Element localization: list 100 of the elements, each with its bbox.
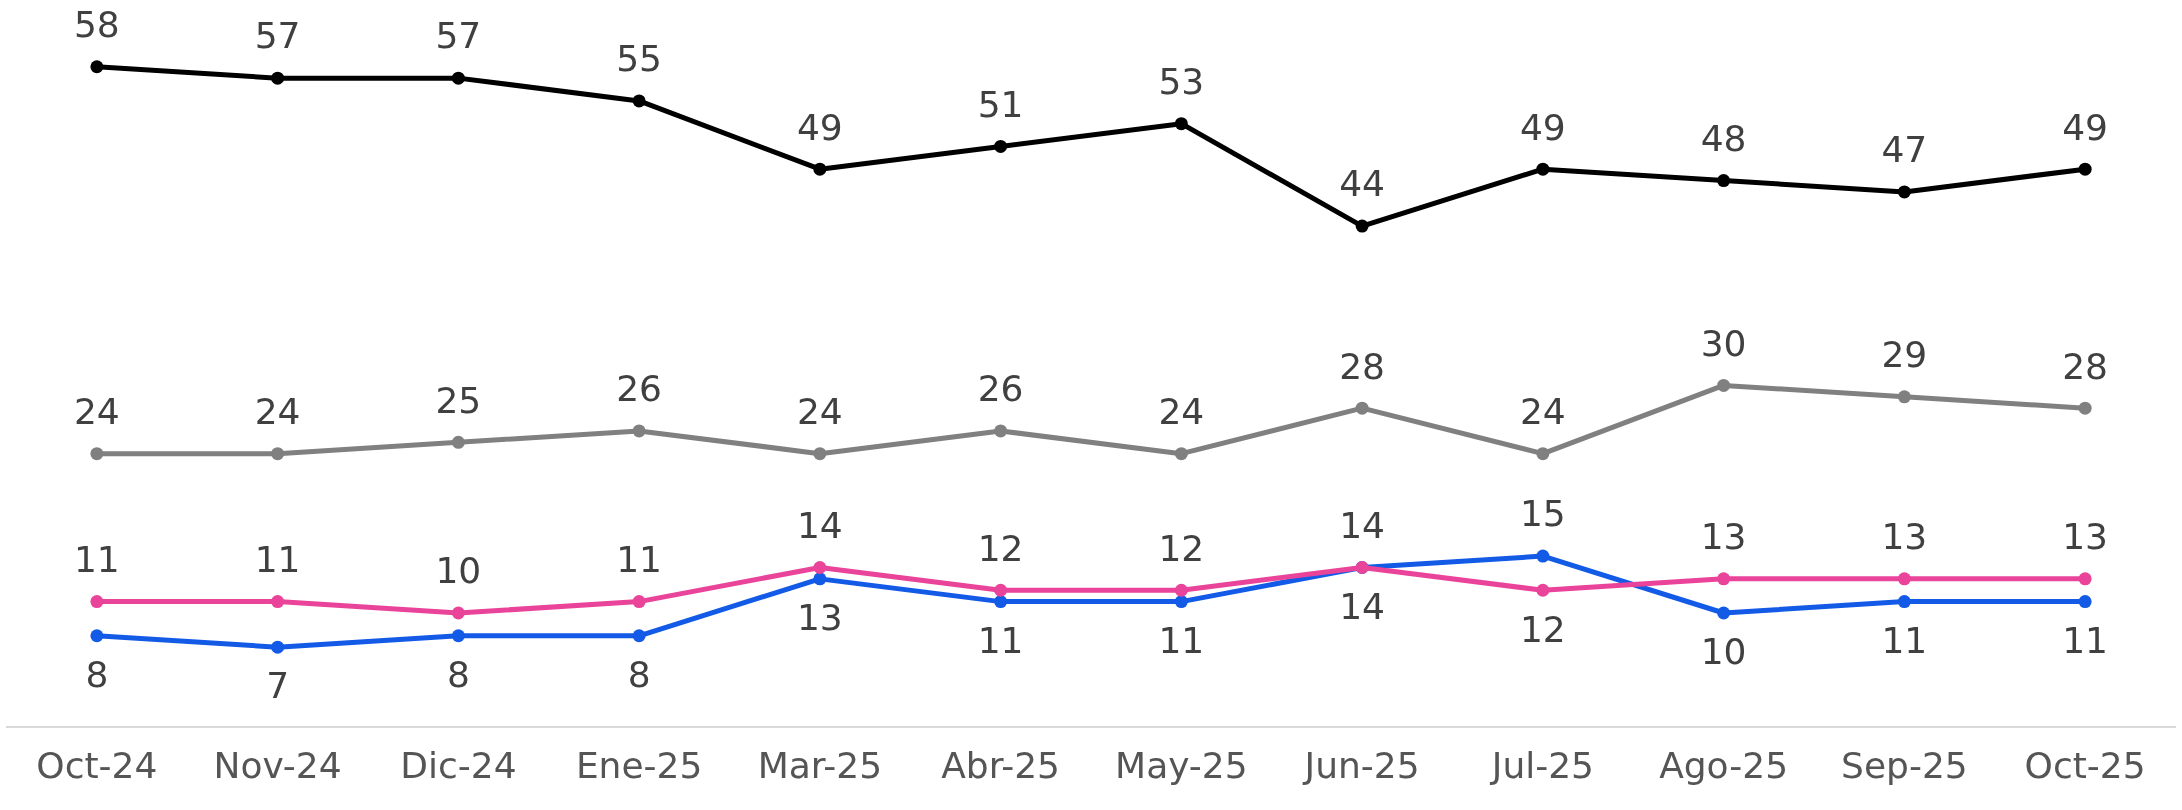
data-label: 55 (616, 38, 663, 80)
data-label: 26 (977, 368, 1024, 410)
point (1536, 447, 1550, 461)
data-label: 8 (446, 654, 470, 696)
data-label: 14 (1339, 585, 1386, 627)
point (451, 629, 465, 643)
data-label: 24 (796, 391, 843, 433)
data-label: 11 (977, 619, 1024, 661)
point (1536, 162, 1550, 176)
x-tick-label: Oct-25 (2024, 744, 2146, 786)
point (1897, 572, 1911, 586)
point (994, 139, 1008, 153)
point (1717, 378, 1731, 392)
data-label: 11 (73, 538, 120, 580)
point (632, 629, 646, 643)
data-label: 11 (616, 538, 663, 580)
data-label: 24 (1519, 391, 1566, 433)
data-label: 11 (254, 538, 301, 580)
point (90, 629, 104, 643)
point (994, 424, 1008, 438)
x-tick-label: Dic-24 (400, 744, 517, 786)
point (1174, 595, 1188, 609)
point (271, 640, 285, 654)
data-label: 24 (73, 391, 120, 433)
point (1717, 174, 1731, 188)
point (2078, 595, 2092, 609)
point (994, 595, 1008, 609)
data-label: 28 (2062, 345, 2109, 387)
data-label: 51 (977, 83, 1024, 125)
data-label: 48 (1700, 117, 1747, 159)
point (271, 447, 285, 461)
data-label: 49 (2062, 106, 2109, 148)
x-tick-label: Ene-25 (575, 744, 703, 786)
point (1174, 117, 1188, 131)
data-label: 26 (616, 368, 663, 410)
data-label: 49 (796, 106, 843, 148)
data-label: 12 (977, 527, 1024, 569)
point (2078, 572, 2092, 586)
point (1174, 583, 1188, 597)
point (271, 595, 285, 609)
data-label: 12 (1519, 608, 1566, 650)
data-label: 13 (2062, 516, 2109, 558)
data-label: 7 (266, 665, 290, 707)
data-label: 49 (1519, 106, 1566, 148)
point (632, 94, 646, 108)
data-label: 14 (1339, 504, 1386, 546)
x-tick-label: Oct-24 (36, 744, 158, 786)
data-label: 11 (2062, 619, 2109, 661)
point (90, 595, 104, 609)
point (813, 162, 827, 176)
point (813, 572, 827, 586)
point (632, 595, 646, 609)
x-tick-label: Nov-24 (213, 744, 342, 786)
data-label: 13 (1881, 516, 1928, 558)
point (813, 447, 827, 461)
x-tick-label: Jun-25 (1302, 744, 1420, 786)
x-tick-label: Mar-25 (757, 744, 883, 786)
x-tick-label: Abr-25 (941, 744, 1061, 786)
point (1717, 606, 1731, 620)
data-label: 10 (435, 550, 482, 592)
x-tick-label: Jul-25 (1489, 744, 1594, 786)
data-label: 53 (1158, 61, 1205, 103)
point (1897, 390, 1911, 404)
data-label: 13 (796, 597, 843, 639)
data-label: 24 (254, 391, 301, 433)
point (451, 606, 465, 620)
point (813, 560, 827, 574)
x-tick-label: Ago-25 (1659, 744, 1789, 786)
data-label: 14 (796, 504, 843, 546)
point (994, 583, 1008, 597)
data-label: 47 (1881, 129, 1928, 171)
data-label: 8 (627, 654, 651, 696)
point (90, 60, 104, 74)
x-tick-label: May-25 (1115, 744, 1248, 786)
data-label: 30 (1700, 322, 1747, 364)
point (1536, 549, 1550, 563)
point (451, 435, 465, 449)
data-label: 11 (1881, 619, 1928, 661)
data-label: 11 (1158, 619, 1205, 661)
data-label: 44 (1339, 163, 1386, 205)
point (271, 71, 285, 85)
point (1174, 447, 1188, 461)
point (90, 447, 104, 461)
point (1355, 219, 1369, 233)
point (1717, 572, 1731, 586)
data-label: 24 (1158, 391, 1205, 433)
point (1897, 595, 1911, 609)
point (1355, 401, 1369, 415)
data-label: 57 (254, 15, 301, 57)
point (2078, 162, 2092, 176)
data-label: 57 (435, 15, 482, 57)
data-label: 25 (435, 379, 482, 421)
data-label: 8 (85, 654, 109, 696)
point (1536, 583, 1550, 597)
data-label: 28 (1339, 345, 1386, 387)
data-label: 29 (1881, 334, 1928, 376)
point (451, 71, 465, 85)
point (2078, 401, 2092, 415)
data-label: 13 (1700, 516, 1747, 558)
data-label: 15 (1519, 493, 1566, 535)
